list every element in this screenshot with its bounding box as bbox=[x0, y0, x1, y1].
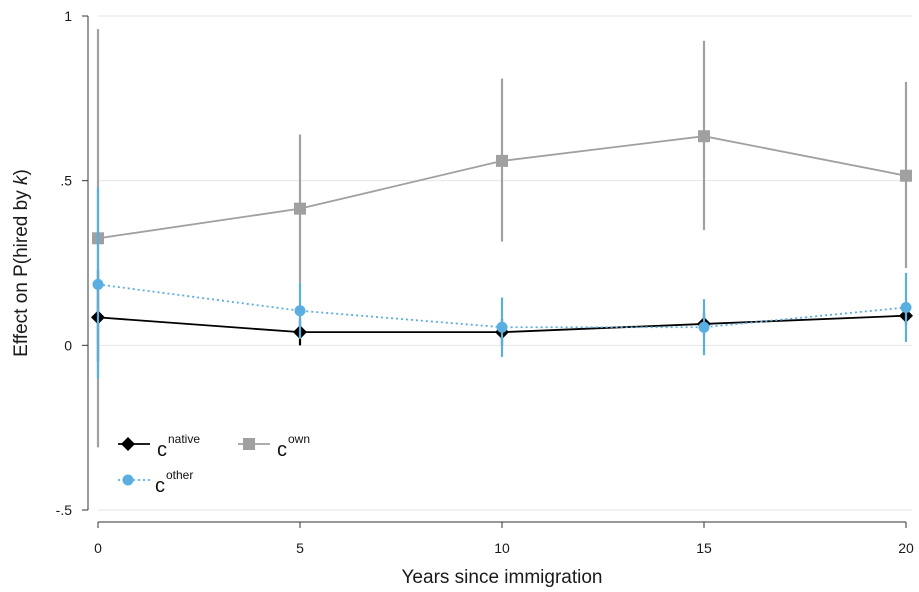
y-tick-label-3: 1 bbox=[64, 8, 72, 24]
grid-lines bbox=[98, 15, 912, 511]
legend: cnative cother cown bbox=[118, 432, 310, 497]
x-tick-label-4: 20 bbox=[898, 540, 914, 556]
x-axis-title: Years since immigration bbox=[402, 567, 603, 588]
legend-label-other: cother bbox=[155, 468, 193, 497]
legend-marker-own bbox=[243, 438, 255, 450]
legend-label-own-sup: own bbox=[288, 432, 310, 446]
point-other-4 bbox=[900, 301, 912, 313]
y-axis-title-variable: k bbox=[11, 174, 32, 185]
legend-label-own-base: c bbox=[277, 439, 287, 461]
point-other-3 bbox=[698, 321, 710, 333]
point-other-1 bbox=[294, 305, 306, 317]
point-other-2 bbox=[496, 321, 508, 333]
x-tick-label-3: 15 bbox=[696, 540, 712, 556]
series-own bbox=[92, 29, 912, 448]
y-tick-label-0: -.5 bbox=[56, 502, 73, 518]
y-ticks: -.5 0 .5 1 bbox=[56, 8, 88, 518]
y-axis-title-suffix: ) bbox=[11, 169, 32, 175]
y-axis-title: Effect on P(hired by k) bbox=[11, 169, 32, 357]
legend-label-native: cnative bbox=[157, 432, 200, 461]
legend-label-native-sup: native bbox=[168, 432, 200, 446]
legend-marker-other bbox=[122, 474, 134, 486]
legend-marker-native bbox=[121, 437, 135, 451]
axes bbox=[87, 16, 906, 523]
series-other bbox=[92, 187, 912, 379]
legend-label-other-sup: other bbox=[166, 468, 193, 482]
y-axis-title-prefix: Effect on P(hired by bbox=[11, 185, 32, 357]
series bbox=[91, 29, 913, 448]
legend-item-native: cnative bbox=[118, 432, 200, 461]
legend-item-own: cown bbox=[238, 432, 310, 461]
x-ticks: 0 5 10 15 20 bbox=[94, 522, 914, 556]
x-tick-label-0: 0 bbox=[94, 540, 102, 556]
x-tick-label-2: 10 bbox=[494, 540, 510, 556]
y-tick-label-2: .5 bbox=[60, 173, 72, 189]
point-own-2 bbox=[496, 154, 508, 167]
point-own-4 bbox=[900, 169, 912, 182]
x-tick-label-1: 5 bbox=[296, 540, 304, 556]
legend-item-other: cother bbox=[118, 468, 193, 497]
point-own-3 bbox=[698, 130, 710, 143]
legend-label-own: cown bbox=[277, 432, 310, 461]
legend-label-other-base: c bbox=[155, 475, 165, 497]
y-tick-label-1: 0 bbox=[64, 337, 72, 353]
point-own-1 bbox=[294, 202, 306, 215]
point-other-0 bbox=[92, 278, 104, 290]
legend-label-native-base: c bbox=[157, 439, 167, 461]
